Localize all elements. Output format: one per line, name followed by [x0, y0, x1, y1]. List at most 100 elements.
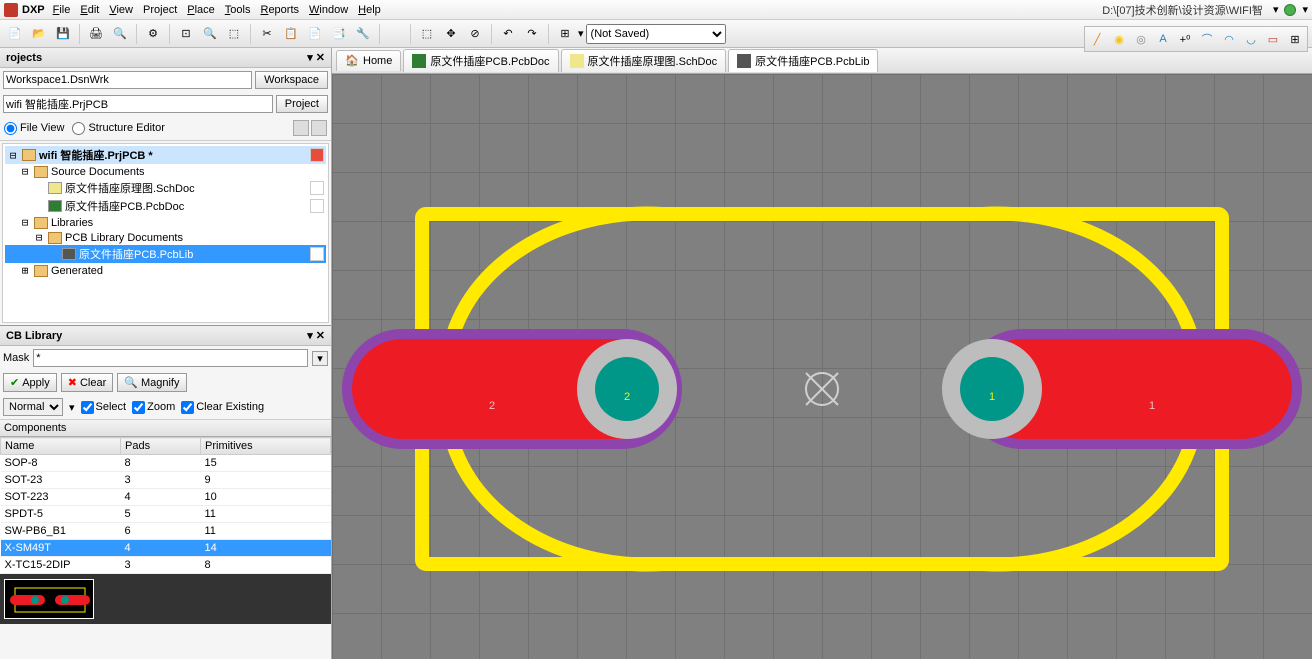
- rect-tool-icon[interactable]: ▭: [1263, 29, 1283, 49]
- zoom-select-button[interactable]: ⬚: [223, 23, 245, 45]
- menu-reports[interactable]: Reports: [260, 4, 299, 16]
- tab-schdoc[interactable]: 原文件插座原理图.SchDoc: [561, 49, 727, 72]
- table-row[interactable]: SOT-223410: [1, 489, 331, 506]
- paste-button[interactable]: 📄: [304, 23, 326, 45]
- menu-tools[interactable]: Tools: [225, 4, 251, 16]
- zoom-checkbox[interactable]: Zoom: [132, 401, 175, 414]
- undo-button[interactable]: ↶: [497, 23, 519, 45]
- table-row[interactable]: SOT-2339: [1, 472, 331, 489]
- projects-panel-title: rojects ▾ ✕: [0, 48, 331, 68]
- table-row[interactable]: SW-PB6_B1611: [1, 523, 331, 540]
- copy-button[interactable]: 📋: [280, 23, 302, 45]
- components-header: Components: [0, 419, 331, 437]
- menu-edit[interactable]: Edit: [80, 4, 99, 16]
- cut-button[interactable]: ✂: [256, 23, 278, 45]
- thumbnail-strip: [0, 574, 331, 624]
- component-thumbnail[interactable]: [4, 579, 94, 619]
- project-input[interactable]: [3, 95, 273, 113]
- pcb-canvas[interactable]: 2211: [332, 74, 1312, 659]
- tree-pcblib-docs[interactable]: ⊟PCB Library Documents: [5, 230, 326, 245]
- menu-place[interactable]: Place: [187, 4, 215, 16]
- save-button[interactable]: 💾: [52, 23, 74, 45]
- col-primitives[interactable]: Primitives: [201, 438, 331, 455]
- svg-text:2: 2: [624, 391, 630, 403]
- project-tree[interactable]: ⊟wifi 智能插座.PrjPCB * ⊟Source Documents 原文…: [2, 143, 329, 323]
- mode-dropdown-icon[interactable]: ▾: [69, 401, 75, 414]
- menu-project[interactable]: Project: [143, 4, 177, 16]
- zoom-fit-button[interactable]: ⊡: [175, 23, 197, 45]
- project-button[interactable]: Project: [276, 95, 328, 113]
- pcblib-close-icon[interactable]: ▾ ✕: [307, 329, 325, 342]
- fileview-radio[interactable]: File View: [4, 122, 64, 135]
- apply-button[interactable]: ✔ Apply: [3, 373, 57, 392]
- workspace-button[interactable]: Workspace: [255, 71, 328, 89]
- col-name[interactable]: Name: [1, 438, 121, 455]
- line-tool-icon[interactable]: ╱: [1087, 29, 1107, 49]
- mask-dropdown-icon[interactable]: ▾: [312, 351, 328, 366]
- table-row[interactable]: X-SM49T414: [1, 540, 331, 557]
- tree-opt2-icon[interactable]: [311, 120, 327, 136]
- tree-source-docs[interactable]: ⊟Source Documents: [5, 164, 326, 179]
- tab-home[interactable]: 🏠 Home: [336, 50, 401, 71]
- table-row[interactable]: SOP-8815: [1, 455, 331, 472]
- mask-input[interactable]: [33, 349, 308, 367]
- col-pads[interactable]: Pads: [121, 438, 201, 455]
- menu-view[interactable]: View: [109, 4, 133, 16]
- tree-pcb-file[interactable]: 原文件插座PCB.PcbDoc: [5, 197, 326, 215]
- menu-help[interactable]: Help: [358, 4, 381, 16]
- zoom-area-button[interactable]: 🔍: [199, 23, 221, 45]
- table-row[interactable]: SPDT-5511: [1, 506, 331, 523]
- canvas-area: 🏠 Home 原文件插座PCB.PcbDoc 原文件插座原理图.SchDoc 原…: [332, 48, 1312, 659]
- arc2-tool-icon[interactable]: ◠: [1219, 29, 1239, 49]
- svg-text:1: 1: [1149, 400, 1155, 412]
- clearex-checkbox[interactable]: Clear Existing: [181, 401, 264, 414]
- menu-file[interactable]: File: [53, 4, 71, 16]
- print-button[interactable]: 🖨: [85, 23, 107, 45]
- tree-pcblib-file[interactable]: 原文件插座PCB.PcbLib: [5, 245, 326, 263]
- table-row[interactable]: X-TC15-2DIP38: [1, 557, 331, 574]
- tree-sch-file[interactable]: 原文件插座原理图.SchDoc: [5, 179, 326, 197]
- tree-project-root[interactable]: ⊟wifi 智能插座.PrjPCB *: [5, 146, 326, 164]
- duplicate-button[interactable]: 📑: [328, 23, 350, 45]
- deselect-button[interactable]: ⊘: [464, 23, 486, 45]
- clear-button[interactable]: ✖ Clear: [61, 373, 114, 392]
- menu-window[interactable]: Window: [309, 4, 348, 16]
- coord-tool-icon[interactable]: +⁰: [1175, 29, 1195, 49]
- saved-views-select[interactable]: (Not Saved): [586, 24, 726, 44]
- projects-panel-dropdown-icon[interactable]: ▾ ✕: [307, 51, 325, 64]
- tool-button[interactable]: 🔧: [352, 23, 374, 45]
- footprint-drawing: 2211: [332, 74, 1312, 659]
- components-grid[interactable]: Name Pads Primitives SOP-8815SOT-2339SOT…: [0, 437, 331, 574]
- display-mode-select[interactable]: Normal: [3, 398, 63, 416]
- compile-button[interactable]: ⚙: [142, 23, 164, 45]
- tab-pcblib[interactable]: 原文件插座PCB.PcbLib: [728, 49, 878, 72]
- mask-label: Mask: [3, 352, 29, 364]
- structure-radio[interactable]: Structure Editor: [72, 122, 164, 135]
- status-dropdown-icon[interactable]: ▾: [1302, 3, 1308, 16]
- path-dropdown-icon[interactable]: ▾: [1273, 3, 1279, 16]
- select-checkbox[interactable]: Select: [81, 401, 127, 414]
- arc-tool-icon[interactable]: ⌒: [1197, 29, 1217, 49]
- tab-pcbdoc[interactable]: 原文件插座PCB.PcbDoc: [403, 49, 558, 72]
- tree-libraries[interactable]: ⊟Libraries: [5, 215, 326, 230]
- array-tool-icon[interactable]: ⊞: [1285, 29, 1305, 49]
- redo-button[interactable]: ↷: [521, 23, 543, 45]
- pad-tool-icon[interactable]: ◉: [1109, 29, 1129, 49]
- string-tool-icon[interactable]: A: [1153, 29, 1173, 49]
- dxp-menu[interactable]: DXP: [22, 4, 45, 16]
- arc3-tool-icon[interactable]: ◡: [1241, 29, 1261, 49]
- magnify-button[interactable]: 🔍 Magnify: [117, 373, 186, 392]
- grid-button[interactable]: ⊞: [554, 23, 576, 45]
- grid-dropdown-icon[interactable]: ▾: [578, 27, 584, 40]
- workspace-input[interactable]: [3, 71, 252, 89]
- select-rect-button[interactable]: ⬚: [416, 23, 438, 45]
- new-button[interactable]: 📄: [4, 23, 26, 45]
- preview-button[interactable]: 🔍: [109, 23, 131, 45]
- status-dot-icon[interactable]: [1284, 4, 1296, 16]
- projects-title-text: rojects: [6, 52, 42, 64]
- tree-opt1-icon[interactable]: [293, 120, 309, 136]
- via-tool-icon[interactable]: ◎: [1131, 29, 1151, 49]
- open-button[interactable]: 📂: [28, 23, 50, 45]
- tree-generated[interactable]: ⊞Generated: [5, 263, 326, 278]
- move-button[interactable]: ✥: [440, 23, 462, 45]
